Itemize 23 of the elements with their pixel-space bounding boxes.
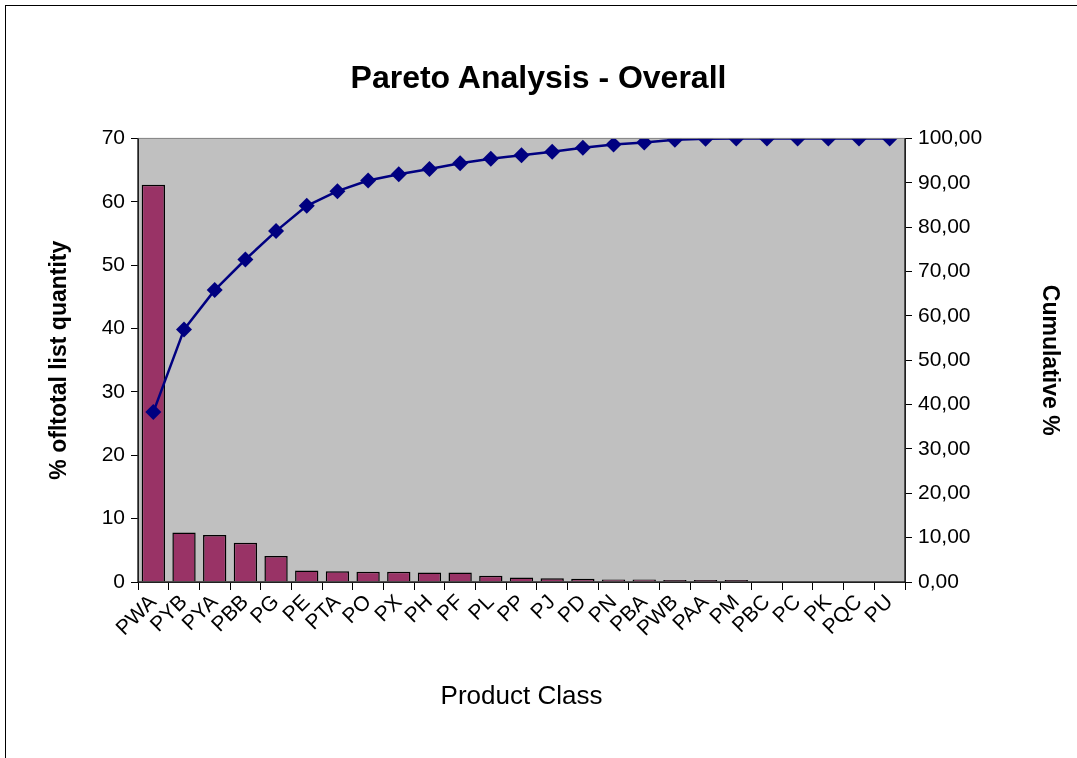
y2-tick-label: 70,00 (918, 258, 971, 282)
y2-tick-label: 60,00 (918, 302, 971, 326)
y-tick-label: 10 (101, 505, 125, 529)
y2-axis-title: Cumulative % (1037, 284, 1064, 436)
x-axis-title: Product Class (440, 679, 603, 710)
y-tick-label: 0 (113, 568, 125, 592)
y2-tick-label: 80,00 (918, 213, 971, 237)
chart-title: Pareto Analysis - Overall (350, 59, 727, 96)
y2-tick-label: 10,00 (918, 524, 971, 548)
y2-tick-label: 90,00 (918, 169, 971, 193)
y-tick-label: 50 (101, 251, 125, 275)
y-tick-label: 70 (101, 125, 125, 149)
y2-tick-label: 40,00 (918, 391, 971, 415)
y-axis-title: % ofltotal list quantity (45, 240, 72, 480)
y-tick-label: 60 (101, 188, 125, 212)
y2-tick-label: 50,00 (918, 347, 971, 370)
y2-tick-label: 30,00 (918, 435, 971, 459)
y-tick-label: 30 (101, 378, 125, 402)
y2-tick-label: 20,00 (918, 480, 971, 504)
y-tick-label: 20 (101, 442, 125, 466)
y2-tick-label: 0,00 (918, 568, 959, 592)
y2-tick-label: 100,00 (918, 125, 983, 149)
y-tick-label: 40 (101, 315, 125, 339)
